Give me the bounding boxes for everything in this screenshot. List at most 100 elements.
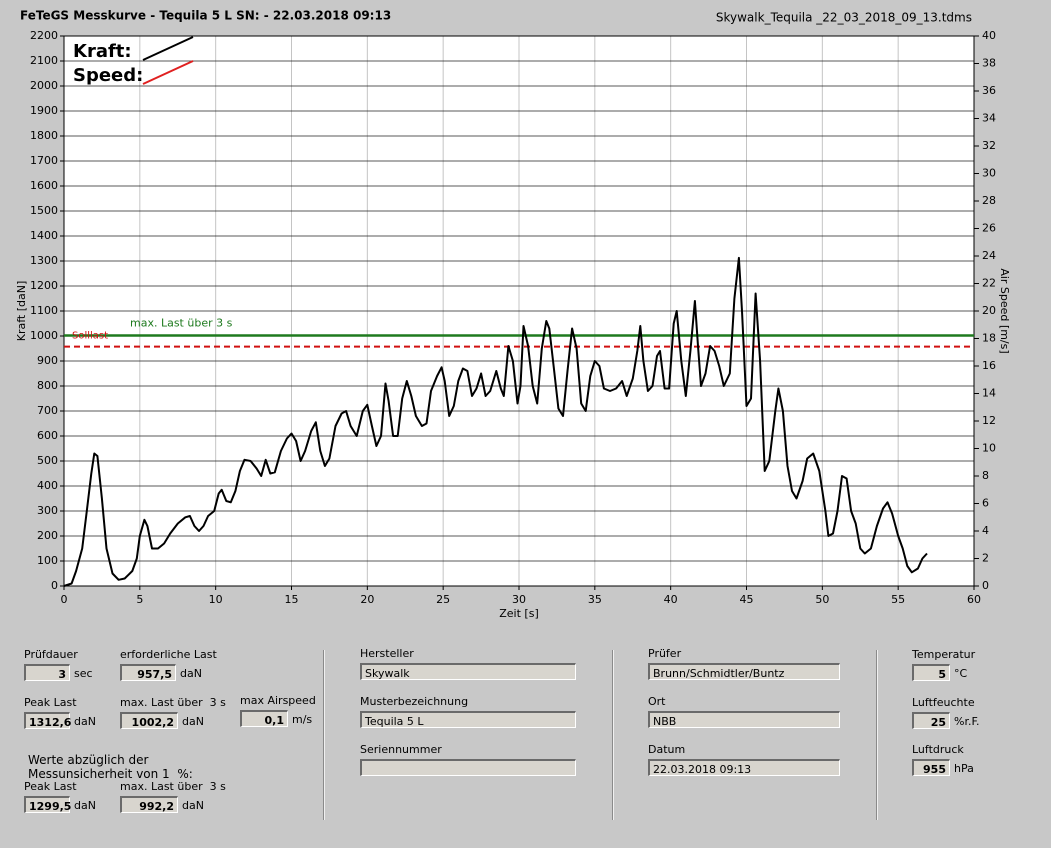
legend-label: Speed: <box>73 65 143 86</box>
y2-tick-label: 8 <box>982 469 989 482</box>
field-value: 25 <box>912 712 950 729</box>
y-tick-label: 1100 <box>30 304 58 317</box>
field-value <box>360 759 576 776</box>
y-tick-label: 1200 <box>30 279 58 292</box>
y2-tick-label: 12 <box>982 414 996 427</box>
y2-tick-label: 24 <box>982 249 996 262</box>
field-label: Temperatur <box>912 648 976 661</box>
y2-tick-label: 40 <box>982 29 996 42</box>
x-tick-label: 0 <box>61 593 68 606</box>
x-tick-label: 45 <box>740 593 754 606</box>
field-label: Luftfeuchte <box>912 696 975 709</box>
x-tick-label: 50 <box>815 593 829 606</box>
y2-tick-label: 30 <box>982 167 996 180</box>
y-tick-label: 2200 <box>30 29 58 42</box>
y-tick-label: 2100 <box>30 54 58 67</box>
field-unit: °C <box>954 667 968 680</box>
y-tick-label: 400 <box>37 479 58 492</box>
field-unit: hPa <box>954 762 974 775</box>
x-axis-label: Zeit [s] <box>499 607 538 620</box>
y-tick-label: 1400 <box>30 229 58 242</box>
chart: FeTeGS Messkurve - Tequila 5 L SN: - 22.… <box>15 9 1011 621</box>
y-tick-label: 600 <box>37 429 58 442</box>
field-value: 5 <box>912 664 950 681</box>
legend-label: Kraft: <box>73 41 132 62</box>
x-tick-label: 30 <box>512 593 526 606</box>
field-unit: daN <box>180 667 202 680</box>
note: Werte abzüglich der <box>28 753 149 767</box>
field-value: Tequila 5 L <box>360 711 576 728</box>
field-value: 3 <box>24 664 70 681</box>
y-tick-label: 1500 <box>30 204 58 217</box>
field-label: Peak Last <box>24 780 77 793</box>
field-unit: daN <box>182 799 204 812</box>
field-value: Brunn/Schmidtler/Buntz <box>648 663 840 680</box>
field-label: max Airspeed <box>240 694 316 707</box>
x-tick-label: 5 <box>136 593 143 606</box>
separator <box>323 650 325 820</box>
y2-tick-label: 36 <box>982 84 996 97</box>
field-value: 1002,2 <box>120 712 178 729</box>
y2-tick-label: 4 <box>982 524 989 537</box>
field-value: 0,1 <box>240 710 288 727</box>
y-tick-label: 2000 <box>30 79 58 92</box>
field-unit: daN <box>74 799 96 812</box>
reference-label: max. Last über 3 s <box>130 316 233 329</box>
field-value: 992,2 <box>120 796 178 813</box>
y-tick-label: 800 <box>37 379 58 392</box>
data-line <box>63 256 928 587</box>
file-name: Skywalk_Tequila _22_03_2018_09_13.tdms <box>716 11 972 25</box>
y-tick-label: 1000 <box>30 329 58 342</box>
y2-tick-label: 10 <box>982 442 996 455</box>
field-unit: m/s <box>292 713 313 726</box>
title: FeTeGS Messkurve - Tequila 5 L SN: - 22.… <box>20 9 391 23</box>
separator <box>612 650 614 820</box>
y-tick-label: 1800 <box>30 129 58 142</box>
field-unit: %r.F. <box>954 715 980 728</box>
y2-tick-label: 22 <box>982 277 996 290</box>
x-tick-label: 10 <box>209 593 223 606</box>
field-value: 22.03.2018 09:13 <box>648 759 840 776</box>
y2-tick-label: 38 <box>982 57 996 70</box>
field-value: 955 <box>912 759 950 776</box>
separator <box>876 650 878 820</box>
y2-tick-label: 32 <box>982 139 996 152</box>
y2-tick-label: 34 <box>982 112 996 125</box>
y2-axis-label: Air Speed [m/s] <box>998 268 1011 353</box>
note: Messunsicherheit von 1 %: <box>28 767 193 781</box>
y-tick-label: 100 <box>37 554 58 567</box>
y-tick-label: 1900 <box>30 104 58 117</box>
y2-tick-label: 14 <box>982 387 996 400</box>
field-value: 957,5 <box>120 664 176 681</box>
field-unit: sec <box>74 667 93 680</box>
field-label: Seriennummer <box>360 743 442 756</box>
y-tick-label: 0 <box>51 579 58 592</box>
y2-tick-label: 2 <box>982 552 989 565</box>
field-value: NBB <box>648 711 840 728</box>
x-tick-label: 25 <box>436 593 450 606</box>
field-label: Musterbezeichnung <box>360 695 469 708</box>
y-tick-label: 900 <box>37 354 58 367</box>
y-tick-label: 700 <box>37 404 58 417</box>
field-label: Hersteller <box>360 647 414 660</box>
y-tick-label: 200 <box>37 529 58 542</box>
field-label: Prüfer <box>648 647 682 660</box>
y-tick-label: 500 <box>37 454 58 467</box>
field-unit: daN <box>74 715 96 728</box>
y2-tick-label: 18 <box>982 332 996 345</box>
y2-tick-label: 28 <box>982 194 996 207</box>
field-value: 1299,5 <box>24 796 71 813</box>
y2-tick-label: 26 <box>982 222 996 235</box>
plot-border <box>63 35 975 587</box>
field-label: Ort <box>648 695 666 708</box>
legend-swatch <box>142 36 194 61</box>
y-axis-label: Kraft [daN] <box>15 281 28 342</box>
x-tick-label: 15 <box>285 593 299 606</box>
x-tick-label: 40 <box>664 593 678 606</box>
field-label: Prüfdauer <box>24 648 78 661</box>
y2-tick-label: 6 <box>982 497 989 510</box>
y-tick-label: 300 <box>37 504 58 517</box>
y2-tick-label: 0 <box>982 579 989 592</box>
field-label: max. Last über 3 s <box>120 780 226 793</box>
